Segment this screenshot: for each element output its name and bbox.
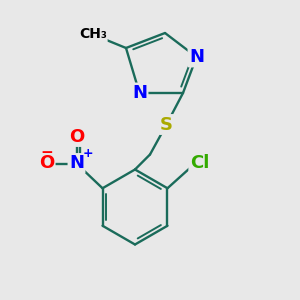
Text: −: − — [40, 145, 53, 160]
Text: CH₃: CH₃ — [79, 28, 107, 41]
Text: N: N — [132, 84, 147, 102]
Text: +: + — [83, 147, 94, 160]
Text: N: N — [189, 48, 204, 66]
Text: N: N — [69, 154, 84, 172]
Text: O: O — [69, 128, 84, 146]
Text: S: S — [160, 116, 173, 134]
Text: Cl: Cl — [190, 154, 209, 172]
Text: O: O — [39, 154, 54, 172]
